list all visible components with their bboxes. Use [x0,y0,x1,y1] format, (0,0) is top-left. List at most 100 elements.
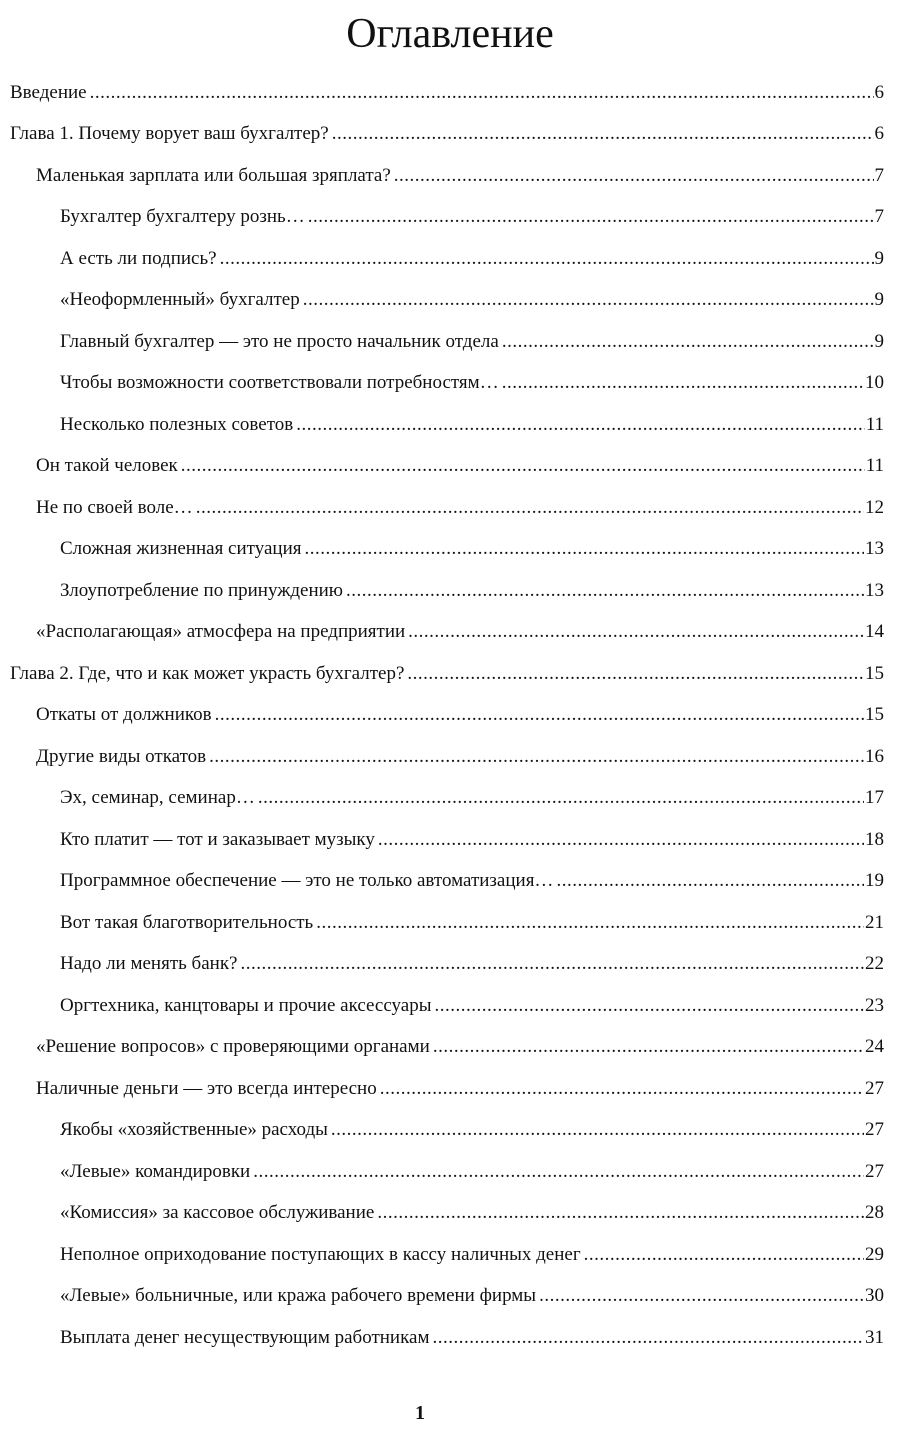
dot-leader [296,414,864,436]
dot-leader [378,829,864,851]
toc-entry[interactable]: Сложная жизненная ситуация 13 [10,529,884,571]
toc-entry-title: Глава 2. Где, что и как может украсть бу… [10,662,405,684]
toc-entry-page: 9 [874,330,885,352]
toc-entry[interactable]: Программное обеспечение — это не только … [10,861,884,903]
toc-entry[interactable]: Кто платит — тот и заказывает музыку 18 [10,819,884,861]
dot-leader [377,1202,864,1224]
toc-entry-title: «Левые» командировки [60,1160,251,1182]
toc-entry[interactable]: Чтобы возможности соответствовали потреб… [10,363,884,405]
toc-entry[interactable]: Эх, семинар, семинар… 17 [10,778,884,820]
toc-entry-title: «Неоформленный» бухгалтер [60,289,300,311]
toc-entry-page: 18 [865,828,884,850]
toc-entry[interactable]: «Левые» больничные, или кража рабочего в… [10,1276,884,1318]
toc-entry-title: Несколько полезных советов [60,413,294,435]
toc-entry-page: 22 [865,953,884,975]
toc-entry[interactable]: «Левые» командировки 27 [10,1151,884,1193]
toc-entry-title: «Располагающая» атмосфера на предприятии [36,621,406,643]
toc-entry[interactable]: Выплата денег несуществующим работникам 3… [10,1317,884,1359]
toc-entry-page: 27 [865,1160,884,1182]
toc-entry-title: Другие виды откатов [36,745,207,767]
dot-leader [215,704,864,726]
dot-leader [258,787,864,809]
toc-entry[interactable]: Надо ли менять банк? 22 [10,944,884,986]
toc-entry[interactable]: Неполное оприходование поступающих в кас… [10,1234,884,1276]
toc-entry[interactable]: «Решение вопросов» с проверяющими органа… [10,1027,884,1069]
toc-entry[interactable]: Маленькая зарплата или большая зряплата?… [10,155,884,197]
toc-entry-page: 13 [865,538,884,560]
toc-entry[interactable]: Оргтехника, канцтовары и прочие аксессуа… [10,985,884,1027]
toc-entry-title: Не по своей воле… [36,496,193,518]
toc-entry[interactable]: «Неоформленный» бухгалтер 9 [10,280,884,322]
toc-entry-title: Глава 1. Почему ворует ваш бухгалтер? [10,123,329,145]
toc-entry-page: 29 [865,1243,884,1265]
toc-entry-title: Бухгалтер бухгалтеру рознь… [60,206,305,228]
toc-entry-title: Вот такая благотворительность [60,911,314,933]
table-of-contents: Введение6Глава 1. Почему ворует ваш бухг… [10,72,884,1359]
toc-entry-title: Неполное оприходование поступающих в кас… [60,1243,581,1265]
toc-entry[interactable]: Несколько полезных советов 11 [10,404,884,446]
dot-leader [556,870,864,892]
dot-leader [434,995,864,1017]
toc-entry[interactable]: Откаты от должников 15 [10,695,884,737]
toc-entry[interactable]: Введение 6 [10,72,884,114]
toc-entry-title: «Решение вопросов» с проверяющими органа… [36,1036,430,1058]
page-title: Оглавление [346,11,554,57]
toc-entry-title: Эх, семинар, семинар… [60,787,255,809]
dot-leader [220,248,874,270]
dot-leader [433,1327,865,1349]
toc-entry-page: 12 [865,496,884,518]
toc-entry-title: Чтобы возможности соответствовали потреб… [60,372,499,394]
toc-entry-title: «Левые» больничные, или кража рабочего в… [60,1285,537,1307]
toc-entry-title: «Комиссия» за кассовое обслуживание [60,1202,375,1224]
toc-entry-page: 10 [865,372,884,394]
dot-leader [502,331,874,353]
toc-entry-page: 7 [874,164,885,186]
dot-leader [196,497,864,519]
toc-entry-title: Он такой человек [36,455,178,477]
toc-entry-title: Злоупотребление по принуждению [60,579,343,601]
toc-entry-title: Маленькая зарплата или большая зряплата? [36,164,391,186]
toc-entry-page: 6 [874,123,885,145]
toc-entry[interactable]: Глава 1. Почему ворует ваш бухгалтер? 6 [10,114,884,156]
toc-entry-page: 27 [865,1077,884,1099]
toc-entry-page: 11 [865,455,884,477]
dot-leader [407,663,864,685]
toc-entry[interactable]: А есть ли подпись? 9 [10,238,884,280]
toc-entry[interactable]: «Располагающая» атмосфера на предприятии… [10,612,884,654]
toc-entry-page: 15 [865,704,884,726]
toc-entry-title: Откаты от должников [36,704,212,726]
dot-leader [316,912,864,934]
toc-entry[interactable]: «Комиссия» за кассовое обслуживание 28 [10,1193,884,1235]
toc-entry-page: 7 [874,206,885,228]
toc-entry-title: Главный бухгалтер — это не просто началь… [60,330,499,352]
toc-entry[interactable]: Наличные деньги — это всегда интересно 27 [10,1068,884,1110]
toc-entry-title: Оргтехника, канцтовары и прочие аксессуа… [60,994,432,1016]
dot-leader [332,123,874,145]
toc-entry-page: 30 [865,1285,884,1307]
toc-entry-page: 31 [865,1326,884,1348]
toc-entry[interactable]: Он такой человек 11 [10,446,884,488]
toc-entry[interactable]: Якобы «хозяйственные» расходы 27 [10,1110,884,1152]
toc-entry[interactable]: Другие виды откатов 16 [10,736,884,778]
toc-entry[interactable]: Не по своей воле… 12 [10,487,884,529]
toc-entry-page: 16 [865,745,884,767]
toc-entry[interactable]: Бухгалтер бухгалтеру рознь… 7 [10,197,884,239]
dot-leader [539,1285,864,1307]
dot-leader [303,289,874,311]
toc-entry-page: 17 [865,787,884,809]
toc-entry-page: 21 [865,911,884,933]
toc-entry[interactable]: Главный бухгалтер — это не просто началь… [10,321,884,363]
toc-entry[interactable]: Вот такая благотворительность 21 [10,902,884,944]
toc-entry-title: Сложная жизненная ситуация [60,538,302,560]
toc-entry-page: 27 [865,1119,884,1141]
toc-entry-page: 24 [865,1036,884,1058]
toc-entry-title: Наличные деньги — это всегда интересно [36,1077,377,1099]
page-number: 1 [415,1402,425,1424]
toc-entry-title: Надо ли менять банк? [60,953,238,975]
toc-entry-page: 15 [865,662,884,684]
toc-entry[interactable]: Глава 2. Где, что и как может украсть бу… [10,653,884,695]
toc-entry-page: 28 [865,1202,884,1224]
toc-entry-page: 23 [865,994,884,1016]
dot-leader [304,538,864,560]
toc-entry[interactable]: Злоупотребление по принуждению 13 [10,570,884,612]
